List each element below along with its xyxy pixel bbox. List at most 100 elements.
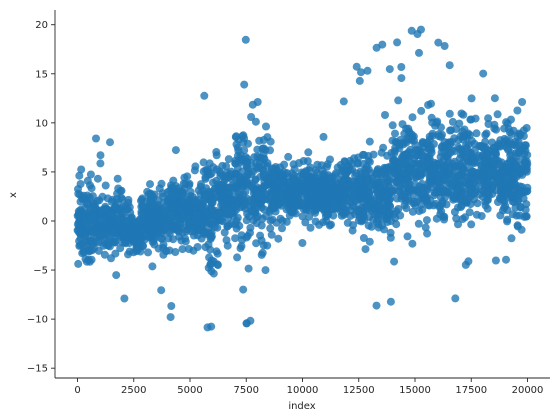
- data-point: [199, 228, 208, 236]
- data-point: [496, 160, 504, 169]
- data-point: [496, 211, 505, 220]
- data-point: [383, 151, 392, 160]
- data-point: [404, 148, 413, 157]
- data-point: [522, 187, 531, 196]
- data-point: [365, 176, 374, 185]
- data-point: [463, 173, 472, 182]
- data-point: [213, 249, 222, 258]
- data-point: [319, 132, 328, 141]
- data-point: [403, 232, 412, 241]
- data-point: [116, 187, 125, 195]
- data-point: [145, 206, 154, 215]
- data-point: [130, 236, 139, 245]
- data-point: [298, 212, 307, 221]
- data-point: [381, 111, 389, 119]
- data-point: [403, 133, 412, 142]
- data-point: [181, 179, 190, 188]
- data-point: [462, 195, 471, 204]
- data-point: [246, 223, 255, 232]
- data-point: [126, 208, 135, 217]
- data-point: [291, 198, 300, 207]
- data-point: [408, 207, 417, 216]
- data-point: [272, 218, 281, 227]
- data-point: [481, 158, 490, 167]
- data-point: [183, 172, 192, 181]
- data-point: [392, 207, 401, 216]
- data-point: [396, 158, 405, 167]
- data-point: [172, 221, 181, 230]
- data-point: [201, 207, 210, 216]
- data-point: [152, 208, 161, 217]
- data-point: [326, 155, 334, 164]
- data-point: [397, 63, 406, 71]
- data-point: [483, 204, 492, 213]
- data-point: [327, 179, 335, 188]
- data-point: [507, 115, 515, 124]
- data-point: [445, 61, 454, 70]
- data-point: [111, 249, 120, 258]
- data-point: [444, 143, 453, 152]
- data-point: [391, 214, 400, 222]
- data-point: [233, 253, 242, 262]
- data-point: [266, 137, 275, 146]
- data-point: [348, 226, 357, 235]
- data-point: [96, 159, 105, 168]
- data-point: [167, 302, 176, 310]
- y-tick-label: −15: [27, 364, 48, 375]
- y-axis-label: x: [8, 192, 19, 198]
- data-point: [440, 212, 449, 221]
- data-point: [472, 129, 481, 138]
- data-point: [113, 215, 121, 223]
- data-point: [395, 164, 404, 173]
- data-point: [364, 165, 373, 174]
- data-point: [447, 180, 456, 189]
- data-point: [202, 184, 211, 193]
- data-point: [96, 151, 105, 160]
- data-point: [355, 76, 364, 85]
- data-point: [262, 122, 270, 131]
- data-point: [173, 213, 182, 222]
- data-point: [484, 114, 493, 123]
- data-point: [449, 195, 458, 204]
- data-point: [464, 140, 473, 149]
- x-tick-label: 10000: [287, 385, 319, 396]
- data-point: [242, 162, 251, 171]
- y-tick-label: 20: [35, 20, 48, 31]
- data-point: [166, 313, 175, 322]
- data-point: [408, 239, 417, 248]
- x-tick-label: 2500: [121, 385, 146, 396]
- data-point: [423, 138, 432, 147]
- data-point: [484, 120, 493, 128]
- data-point: [120, 294, 129, 303]
- data-point: [458, 132, 467, 141]
- data-point: [284, 152, 293, 161]
- data-point: [274, 234, 283, 243]
- data-point: [483, 152, 492, 160]
- data-point: [209, 178, 217, 187]
- data-point: [386, 297, 395, 306]
- data-point: [372, 301, 381, 310]
- data-point: [253, 98, 262, 106]
- data-point: [339, 179, 348, 188]
- data-point: [148, 200, 157, 209]
- data-point: [415, 48, 423, 57]
- data-point: [467, 220, 476, 229]
- data-point: [82, 257, 91, 266]
- data-point: [323, 199, 332, 208]
- data-point: [357, 68, 365, 77]
- data-point: [256, 172, 265, 181]
- data-point: [181, 237, 190, 246]
- data-point: [305, 212, 314, 221]
- data-point: [112, 271, 121, 280]
- x-tick-label: 12500: [343, 385, 375, 396]
- data-point: [98, 206, 107, 215]
- data-point: [372, 174, 381, 183]
- data-point: [437, 132, 445, 141]
- data-point: [90, 207, 99, 216]
- data-point: [470, 146, 479, 155]
- data-point: [304, 148, 313, 157]
- data-point: [422, 216, 431, 225]
- data-point: [242, 319, 251, 328]
- data-point: [429, 201, 438, 210]
- data-point: [232, 132, 241, 141]
